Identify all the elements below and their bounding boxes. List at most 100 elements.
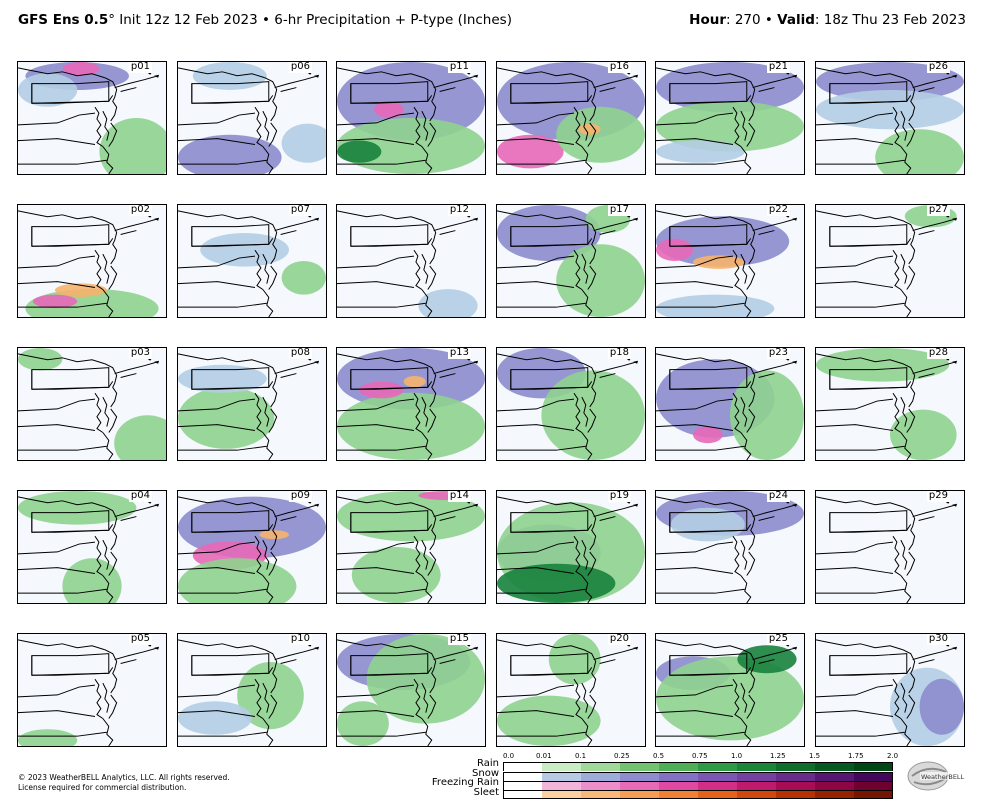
coastline (108, 694, 118, 719)
coastline (669, 524, 752, 533)
precip-area-rain (875, 129, 964, 174)
coastline (816, 445, 905, 451)
coastline (94, 535, 104, 576)
coastline (262, 289, 274, 317)
coastline (337, 159, 426, 165)
coastline (178, 567, 256, 575)
coastline (497, 731, 586, 737)
coastline (583, 363, 597, 408)
precip-area-dkgreen (337, 140, 382, 163)
member-label: p16 (607, 61, 631, 73)
coastline (178, 281, 256, 289)
coastline (18, 112, 96, 126)
legend-swatch (776, 762, 815, 771)
coastline (274, 75, 319, 89)
coastline (337, 445, 426, 451)
member-label: p21 (766, 61, 790, 73)
coastline (816, 302, 905, 308)
coastline (583, 220, 597, 265)
coastline (746, 122, 756, 147)
member-label: p17 (607, 204, 631, 216)
coastline (573, 249, 583, 290)
coastline (262, 146, 274, 174)
coastline (102, 146, 114, 174)
coastline (108, 408, 118, 433)
coastline (31, 238, 114, 247)
coastline (656, 424, 734, 432)
ensemble-member-panel: p27 (815, 204, 965, 318)
precip-map (497, 62, 645, 174)
precip-map (178, 639, 320, 746)
coastline (656, 112, 734, 126)
legend-swatch (698, 781, 737, 790)
coastline (656, 710, 734, 718)
coastline (427, 265, 437, 290)
coastline (740, 396, 748, 427)
island (314, 360, 320, 364)
coastline (816, 731, 905, 737)
coastline (114, 504, 159, 518)
legend-swatch (854, 762, 893, 771)
coastline (264, 220, 278, 265)
legend-swatch (659, 762, 698, 771)
coastline (906, 694, 916, 719)
coastline (18, 67, 105, 79)
island (314, 503, 320, 507)
coastline (656, 541, 734, 555)
coastline (583, 649, 597, 694)
legend-swatch (854, 781, 893, 790)
coastline (918, 230, 935, 235)
coastline (740, 432, 752, 460)
coastline (18, 445, 107, 451)
coastline (114, 647, 159, 661)
legend-swatch (581, 772, 620, 781)
coastline (178, 639, 265, 651)
precip-map (337, 210, 479, 317)
coastline (337, 255, 415, 269)
ensemble-member-panel: p01 (17, 61, 167, 175)
coastline (439, 516, 456, 521)
coastline (178, 496, 265, 508)
ensemble-member-panel: p11 (336, 61, 486, 175)
coastline (656, 67, 743, 79)
precip-map (18, 62, 166, 174)
coastline (758, 230, 775, 235)
coastline (108, 265, 118, 290)
legend-tick-label: 0.0 (503, 752, 515, 760)
coastline (191, 667, 274, 676)
coastline (94, 392, 104, 433)
coastline (902, 649, 916, 694)
coastline (337, 710, 415, 718)
precip-area-light (656, 294, 775, 317)
island (473, 74, 479, 78)
coastline (254, 249, 264, 290)
ensemble-member-panel: p13 (336, 347, 486, 461)
degree-symbol: ° (108, 12, 115, 28)
coastline (740, 146, 752, 174)
coastline (656, 496, 743, 508)
init-time: Init 12z 12 Feb 2023 (119, 12, 258, 28)
coastline (593, 361, 638, 375)
coastline (120, 230, 137, 235)
coastline (583, 77, 597, 122)
coastline (423, 77, 437, 122)
coastline (178, 210, 265, 222)
copyright-line: © 2023 WeatherBELL Analytics, LLC. All r… (18, 773, 230, 782)
coastline (497, 112, 575, 126)
precip-area-snow (656, 62, 804, 113)
legend-swatch (542, 762, 581, 771)
precip-area-orange (403, 376, 426, 388)
legend-tick-label: 1.0 (731, 752, 743, 760)
coastline (178, 445, 267, 451)
legend-swatch (542, 781, 581, 790)
coastline (18, 684, 96, 698)
coastline (816, 684, 894, 698)
coastline (829, 524, 912, 533)
ensemble-member-panel: p02 (17, 204, 167, 318)
coastline (18, 159, 107, 165)
ensemble-member-panel: p06 (177, 61, 327, 175)
legend-swatch (581, 781, 620, 790)
logo-text: WeatherBELL (921, 773, 965, 781)
precip-area-rain (497, 695, 601, 746)
coastline (178, 302, 267, 308)
